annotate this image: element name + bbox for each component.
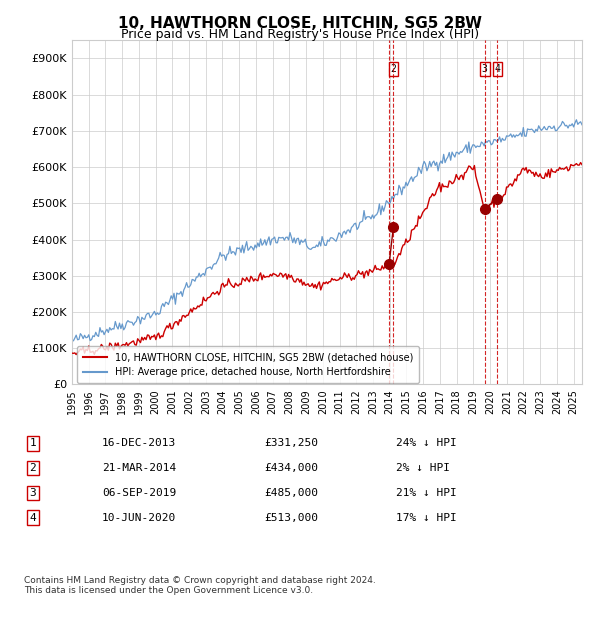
- Text: £485,000: £485,000: [264, 488, 318, 498]
- Text: £331,250: £331,250: [264, 438, 318, 448]
- Text: 4: 4: [29, 513, 37, 523]
- Text: £513,000: £513,000: [264, 513, 318, 523]
- Text: 06-SEP-2019: 06-SEP-2019: [102, 488, 176, 498]
- Legend: 10, HAWTHORN CLOSE, HITCHIN, SG5 2BW (detached house), HPI: Average price, detac: 10, HAWTHORN CLOSE, HITCHIN, SG5 2BW (de…: [77, 347, 419, 383]
- Text: Contains HM Land Registry data © Crown copyright and database right 2024.
This d: Contains HM Land Registry data © Crown c…: [24, 576, 376, 595]
- Text: 4: 4: [494, 64, 500, 74]
- Text: 3: 3: [482, 64, 488, 74]
- Text: 17% ↓ HPI: 17% ↓ HPI: [396, 513, 457, 523]
- Text: 24% ↓ HPI: 24% ↓ HPI: [396, 438, 457, 448]
- Text: 2: 2: [391, 64, 397, 74]
- Text: 2: 2: [29, 463, 37, 473]
- Text: £434,000: £434,000: [264, 463, 318, 473]
- Text: 21-MAR-2014: 21-MAR-2014: [102, 463, 176, 473]
- Text: 16-DEC-2013: 16-DEC-2013: [102, 438, 176, 448]
- Text: 3: 3: [29, 488, 37, 498]
- Text: 21% ↓ HPI: 21% ↓ HPI: [396, 488, 457, 498]
- Text: 1: 1: [29, 438, 37, 448]
- Text: 10, HAWTHORN CLOSE, HITCHIN, SG5 2BW: 10, HAWTHORN CLOSE, HITCHIN, SG5 2BW: [118, 16, 482, 30]
- Text: 2% ↓ HPI: 2% ↓ HPI: [396, 463, 450, 473]
- Text: Price paid vs. HM Land Registry's House Price Index (HPI): Price paid vs. HM Land Registry's House …: [121, 28, 479, 41]
- Text: 10-JUN-2020: 10-JUN-2020: [102, 513, 176, 523]
